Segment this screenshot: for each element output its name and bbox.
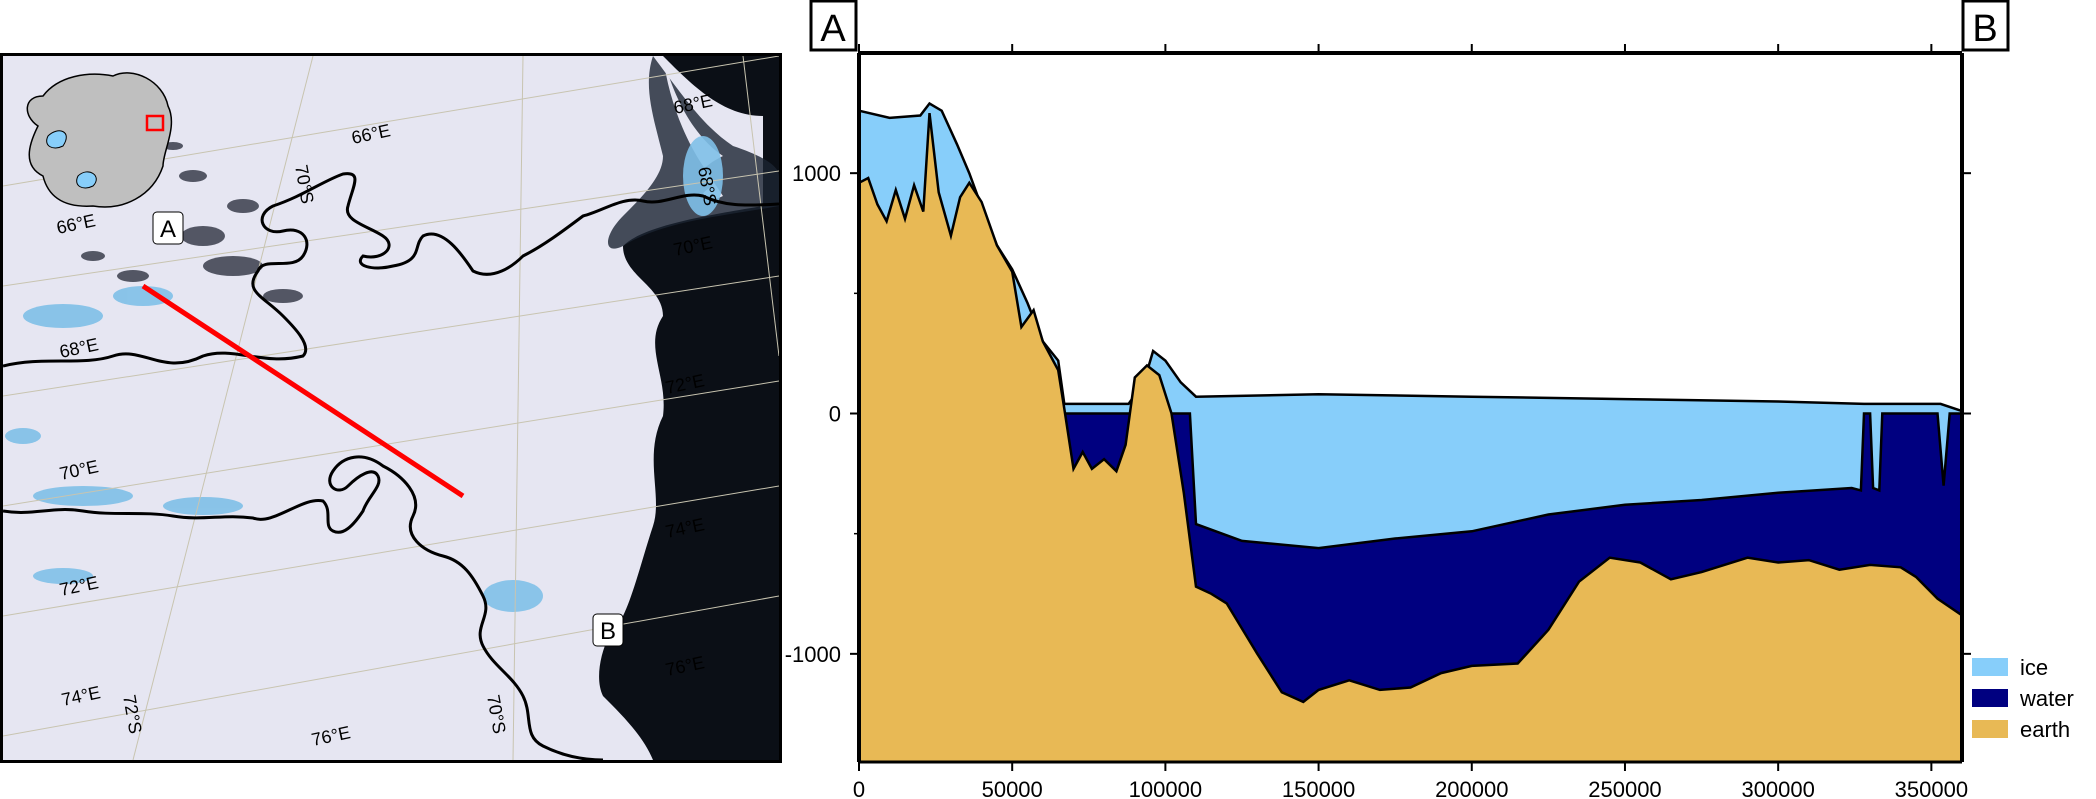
x-tick-label: 100000 — [1129, 777, 1202, 799]
legend-swatch-water — [1972, 689, 2008, 707]
boundary-ice — [858, 101, 1963, 413]
x-tick-label: 350000 — [1895, 777, 1968, 799]
x-tick-label: 250000 — [1588, 777, 1661, 799]
x-tick-label: 200000 — [1435, 777, 1508, 799]
legend-swatch-earth — [1972, 720, 2008, 738]
x-tick-label: 150000 — [1282, 777, 1355, 799]
satellite-map: A B 66°E 66°E 68°E 68°E 70°E 70°E 72°E 7… — [0, 53, 782, 763]
antarctica-inset — [26, 72, 173, 208]
legend-label-ice: ice — [2020, 655, 2048, 680]
ocean — [593, 56, 779, 760]
y-tick-label: -1000 — [785, 642, 841, 667]
boundary-water — [859, 412, 1962, 550]
y-axis: 1000 0 -1000 — [785, 161, 1971, 667]
profile-areas — [858, 101, 1963, 763]
x-tick-label: 50000 — [982, 777, 1043, 799]
boundary-earth — [858, 112, 1963, 704]
endpoint-label-a: A — [809, 0, 858, 52]
x-tick-label: 0 — [853, 777, 865, 799]
grounding-line — [3, 172, 779, 760]
profile-line — [141, 283, 465, 499]
area-earth — [859, 113, 1962, 763]
graticule — [3, 56, 779, 760]
point-a-marker: A — [152, 211, 184, 245]
nunatak-rock-outcrops — [81, 142, 303, 303]
legend-swatch-ice — [1972, 658, 2008, 676]
endpoint-b-text: B — [1972, 8, 1997, 50]
legend-label-water: water — [2019, 686, 2074, 711]
y-tick-label: 0 — [829, 402, 841, 427]
legend: ice water earth — [1972, 655, 2074, 742]
svg-text:B: B — [600, 618, 616, 645]
legend-label-earth: earth — [2020, 717, 2070, 742]
endpoint-label-b: B — [1961, 0, 2010, 52]
x-tick-label: 300000 — [1741, 777, 1814, 799]
point-b-marker: B — [592, 613, 624, 647]
endpoint-a-text: A — [820, 8, 846, 50]
blue-ice-patches — [5, 136, 723, 612]
y-tick-label: 1000 — [792, 161, 841, 186]
map-svg: A B 66°E 66°E 68°E 68°E 70°E 70°E 72°E 7… — [3, 56, 779, 760]
inset-location-box — [145, 114, 165, 132]
svg-text:A: A — [160, 216, 176, 243]
x-axis: 0 50000 100000 150000 200000 250000 300000 3500… — [853, 44, 1968, 799]
